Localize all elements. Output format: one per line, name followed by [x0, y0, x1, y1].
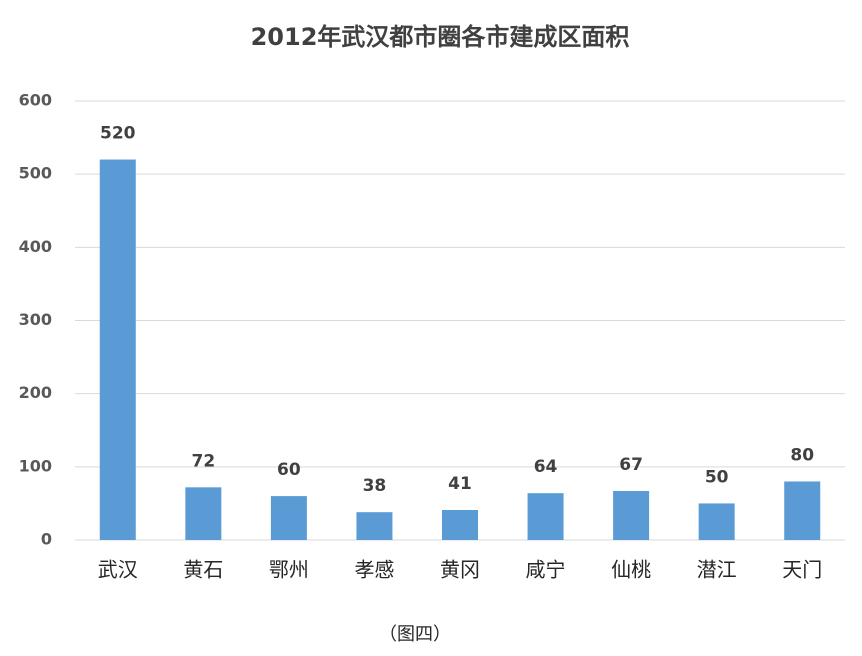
- value-label: 520: [100, 124, 136, 144]
- y-tick-label: 600: [19, 91, 52, 110]
- value-label: 38: [363, 476, 387, 496]
- value-label: 64: [534, 457, 558, 477]
- y-tick-label: 500: [19, 164, 52, 183]
- y-tick-label: 100: [19, 456, 52, 475]
- value-label: 50: [705, 467, 729, 487]
- x-tick-label: 黄冈: [440, 558, 480, 582]
- x-tick-label: 仙桃: [611, 558, 651, 582]
- bar: [698, 503, 735, 540]
- value-label: 72: [191, 451, 215, 471]
- y-tick-label: 400: [19, 237, 52, 256]
- value-label: 60: [277, 460, 301, 480]
- bar: [527, 493, 564, 540]
- x-tick-label: 潜江: [697, 558, 737, 582]
- bar: [613, 490, 650, 540]
- bar: [270, 496, 307, 540]
- x-tick-label: 咸宁: [526, 558, 566, 582]
- x-tick-label: 武汉: [98, 558, 138, 582]
- value-label: 67: [619, 455, 643, 475]
- y-tick-label: 300: [19, 310, 52, 329]
- bar: [442, 510, 478, 540]
- y-tick-label: 0: [41, 530, 52, 549]
- y-tick-label: 200: [19, 383, 52, 402]
- bar: [99, 159, 136, 541]
- x-tick-label: 孝感: [354, 558, 394, 582]
- bar: [784, 481, 821, 540]
- value-label: 41: [448, 474, 472, 494]
- bar: [185, 487, 222, 540]
- x-tick-label: 黄石: [183, 558, 223, 582]
- x-tick-label: 鄂州: [269, 558, 309, 582]
- caption: （图四）: [379, 624, 451, 645]
- bar: [356, 512, 393, 540]
- chart-title: 2012年武汉都市圈各市建成区面积: [251, 23, 630, 51]
- x-tick-label: 天门: [782, 558, 822, 582]
- value-label: 80: [790, 445, 814, 465]
